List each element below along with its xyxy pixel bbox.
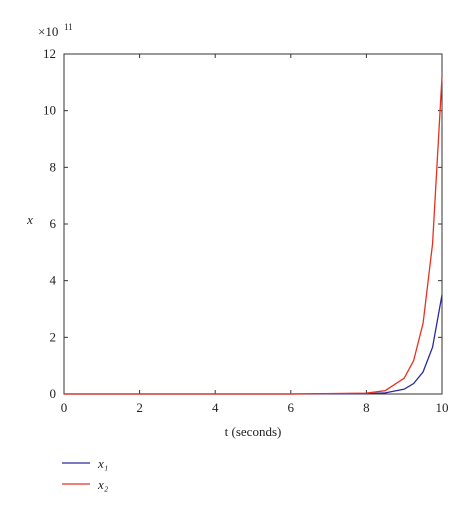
y-tick-label: 12	[43, 46, 56, 61]
legend-label: x₁	[97, 456, 108, 471]
y-axis-label: x	[26, 212, 33, 227]
y-offset-exponent: 11	[64, 22, 73, 32]
y-tick-label: 4	[50, 273, 57, 288]
series-line	[64, 294, 443, 395]
y-tick-label: 6	[50, 216, 57, 231]
y-offset-base: ×10	[38, 24, 58, 39]
series-line	[64, 76, 443, 395]
x-tick-label: 0	[61, 400, 68, 415]
y-tick-label: 2	[50, 329, 57, 344]
x-tick-label: 4	[212, 400, 219, 415]
y-tick-label: 0	[50, 386, 57, 401]
x-tick-label: 2	[136, 400, 143, 415]
x-tick-label: 8	[363, 400, 370, 415]
x-tick-label: 6	[288, 400, 295, 415]
x-axis-label: t (seconds)	[225, 424, 282, 439]
y-tick-label: 10	[43, 103, 56, 118]
legend-label: x₂	[97, 477, 109, 492]
x-tick-label: 10	[436, 400, 449, 415]
plot-frame	[63, 53, 443, 395]
y-tick-label: 8	[50, 159, 57, 174]
